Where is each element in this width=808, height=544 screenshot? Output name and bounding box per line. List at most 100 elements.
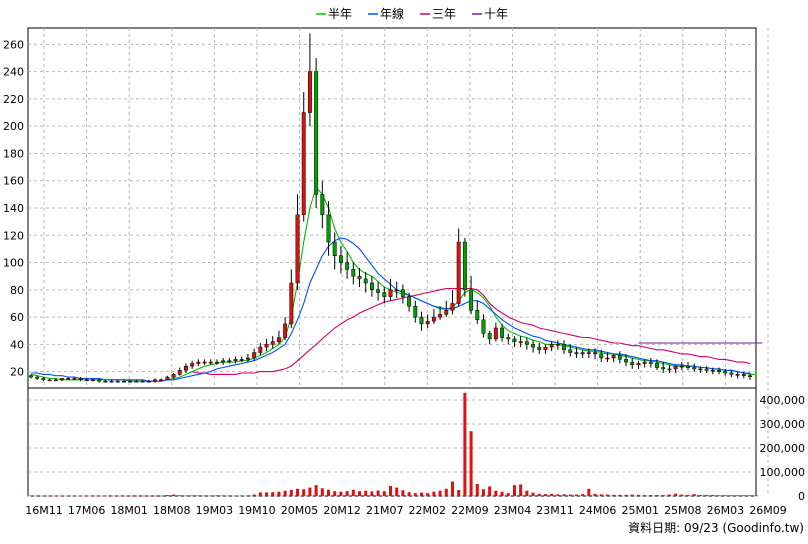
candle-body <box>115 380 120 383</box>
candle-body <box>295 214 300 284</box>
candle-body <box>518 341 523 343</box>
x-tick-label: 25M08 <box>664 504 702 517</box>
volume-bar <box>85 495 89 497</box>
volume-axis-ticks: 0 100,000 200,000 300,000 400,000 <box>760 394 806 503</box>
x-tick-label: 21M07 <box>366 504 404 517</box>
candle-body <box>351 269 356 277</box>
volume-bar <box>661 495 665 496</box>
volume-tick-label: 100,000 <box>760 466 806 479</box>
candle-body <box>314 71 319 195</box>
x-tick-label: 23M11 <box>536 504 574 517</box>
volume-bar <box>624 494 628 496</box>
candle-body <box>481 319 486 334</box>
chart-legend: 半年 年線 三年 十年 <box>316 6 508 21</box>
candle-body <box>475 310 480 321</box>
candle-body <box>47 379 52 382</box>
volume-bar <box>54 495 58 497</box>
volume-bar <box>79 495 83 497</box>
candle-body <box>500 327 505 338</box>
volume-bar <box>494 490 498 496</box>
x-tick-label: 22M09 <box>451 504 489 517</box>
volume-bar <box>358 491 362 496</box>
x-tick-label: 19M10 <box>238 504 276 517</box>
candle-body <box>698 368 703 371</box>
candle-body <box>171 374 176 378</box>
candle-body <box>177 370 182 375</box>
candle-body <box>617 355 622 360</box>
volume-bar <box>500 491 504 496</box>
price-tick-label: 120 <box>3 229 24 242</box>
volume-bar <box>729 495 733 496</box>
candle-body <box>301 112 306 216</box>
candle-body <box>686 365 690 368</box>
candle-body <box>159 379 164 382</box>
x-tick-label: 26M03 <box>707 504 745 517</box>
candle-body <box>376 289 381 293</box>
candle-body <box>140 380 145 383</box>
candle-body <box>512 338 517 342</box>
volume-bar <box>574 494 578 496</box>
volume-bars <box>29 392 758 497</box>
volume-bar <box>91 495 95 497</box>
volume-bar <box>60 495 64 497</box>
volume-panel: 0 100,000 200,000 300,000 400,000 <box>27 387 806 503</box>
volume-bar <box>190 495 194 496</box>
candle-body <box>128 380 133 383</box>
candle-body <box>673 365 678 370</box>
volume-bar <box>636 494 640 496</box>
volume-bar <box>153 495 157 497</box>
candle-body <box>717 370 721 372</box>
candle-body <box>462 241 467 291</box>
candle-body <box>407 296 412 307</box>
volume-bar <box>159 495 163 497</box>
volume-tick-label: 300,000 <box>760 418 806 431</box>
candle-body <box>35 376 40 379</box>
candle-body <box>363 278 368 284</box>
candle-body <box>642 361 647 364</box>
candle-body <box>122 380 126 383</box>
volume-bar <box>339 491 343 496</box>
volume-bar <box>234 495 238 497</box>
volume-bar <box>736 495 740 496</box>
candle-body <box>270 341 275 345</box>
volume-bar <box>320 488 324 496</box>
candle-body <box>66 378 71 380</box>
candle-body <box>258 346 263 353</box>
volume-bar <box>35 495 39 497</box>
volume-bar <box>754 495 758 496</box>
x-tick-label: 25M01 <box>621 504 659 517</box>
candle-body <box>184 365 188 371</box>
volume-bar <box>407 492 411 496</box>
candle-body <box>574 352 579 355</box>
candle-body <box>568 349 573 353</box>
candle-body <box>276 337 281 342</box>
volume-bar <box>506 493 510 496</box>
volume-bar <box>463 392 467 496</box>
candle-body <box>487 333 492 340</box>
volume-bar <box>302 489 306 496</box>
price-tick-label: 200 <box>3 120 24 133</box>
candle-body <box>326 214 331 243</box>
x-tick-label: 18M01 <box>110 504 148 517</box>
price-tick-label: 20 <box>10 366 24 379</box>
volume-bar <box>568 494 572 496</box>
volume-bar <box>110 495 114 497</box>
x-tick-label: 26M09 <box>749 504 787 517</box>
volume-bar <box>655 495 659 496</box>
volume-bar <box>432 491 436 496</box>
volume-bar <box>686 494 690 496</box>
volume-bar <box>537 493 541 496</box>
volume-bar <box>680 494 684 496</box>
candle-body <box>438 314 443 318</box>
candle-body <box>134 380 139 383</box>
volume-bar <box>450 481 454 496</box>
volume-bar <box>723 495 727 496</box>
volume-bar <box>612 494 616 496</box>
candle-body <box>444 310 449 315</box>
candle-body <box>580 352 585 355</box>
candle-body <box>431 316 436 322</box>
candle-body <box>109 380 114 383</box>
volume-bar <box>512 485 516 496</box>
candle-body <box>524 341 529 345</box>
candle-body <box>735 374 740 376</box>
